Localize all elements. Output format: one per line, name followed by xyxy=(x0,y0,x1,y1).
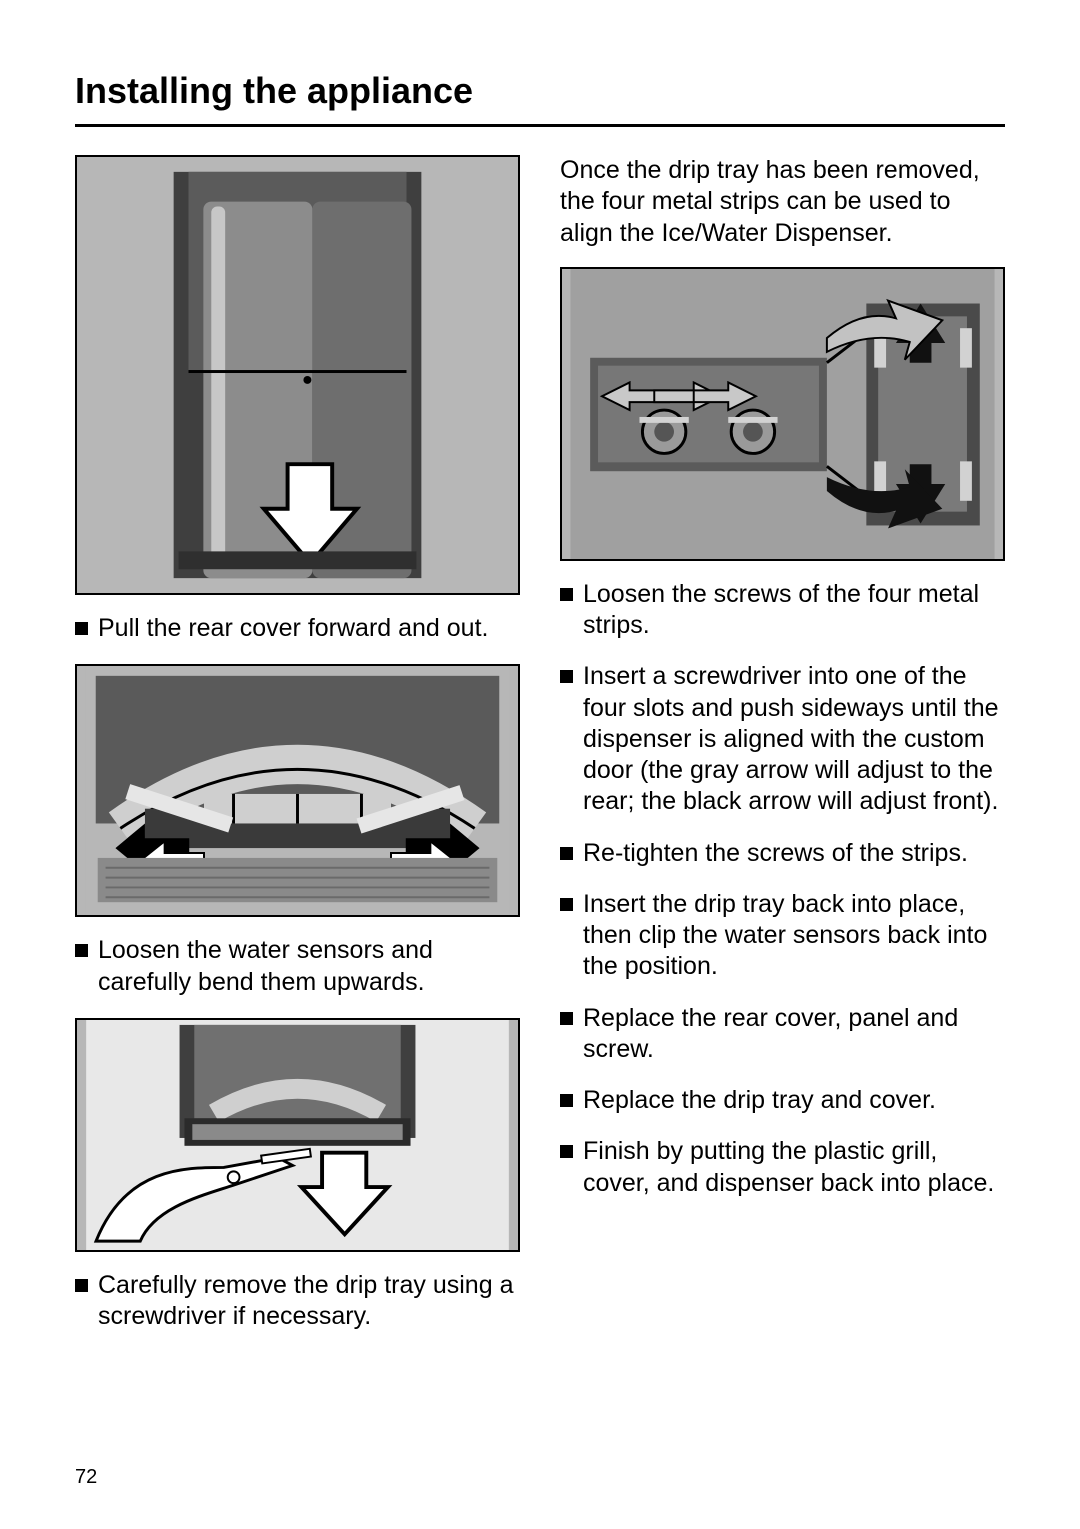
step-text: Insert a screwdriver into one of the fou… xyxy=(583,661,1005,817)
step-replace-tray: Replace the drip tray and cover. xyxy=(560,1085,1005,1116)
left-column: Pull the rear cover forward and out. xyxy=(75,155,520,1352)
bullet-icon xyxy=(560,1094,573,1107)
step-loosen-strips: Loosen the screws of the four metal stri… xyxy=(560,579,1005,642)
bullet-icon xyxy=(75,1279,88,1292)
step-text: Replace the drip tray and cover. xyxy=(583,1085,936,1116)
title-rule xyxy=(75,124,1005,127)
bullet-icon xyxy=(560,847,573,860)
step-text: Re-tighten the screws of the strips. xyxy=(583,838,968,869)
bullet-icon xyxy=(75,944,88,957)
right-column: Once the drip tray has been removed, the… xyxy=(560,155,1005,1352)
bullet-icon xyxy=(560,670,573,683)
step-insert-screwdriver: Insert a screwdriver into one of the fou… xyxy=(560,661,1005,817)
illustration-align-svg xyxy=(562,269,1003,559)
bullet-icon xyxy=(560,1145,573,1158)
step-text: Pull the rear cover forward and out. xyxy=(98,613,488,644)
intro-paragraph: Once the drip tray has been removed, the… xyxy=(560,155,1005,249)
step-retighten: Re-tighten the screws of the strips. xyxy=(560,838,1005,869)
content-columns: Pull the rear cover forward and out. xyxy=(75,155,1005,1352)
step-text: Insert the drip tray back into place, th… xyxy=(583,889,1005,983)
bullet-icon xyxy=(560,898,573,911)
step-text: Loosen the water sensors and carefully b… xyxy=(98,935,520,998)
figure-water-sensors xyxy=(75,664,520,917)
step-loosen-sensors: Loosen the water sensors and carefully b… xyxy=(75,935,520,998)
page-number: 72 xyxy=(75,1466,97,1489)
figure-drip-tray xyxy=(75,1018,520,1252)
step-text: Finish by putting the plastic grill, cov… xyxy=(583,1136,1005,1199)
step-replace-cover: Replace the rear cover, panel and screw. xyxy=(560,1003,1005,1066)
step-text: Carefully remove the drip tray using a s… xyxy=(98,1270,520,1333)
bullet-icon xyxy=(560,588,573,601)
page: Installing the appliance xyxy=(0,0,1080,1529)
bullet-icon xyxy=(75,622,88,635)
figure-align-dispenser xyxy=(560,267,1005,561)
step-remove-drip-tray: Carefully remove the drip tray using a s… xyxy=(75,1270,520,1333)
step-text: Loosen the screws of the four metal stri… xyxy=(583,579,1005,642)
step-finish: Finish by putting the plastic grill, cov… xyxy=(560,1136,1005,1199)
step-insert-tray: Insert the drip tray back into place, th… xyxy=(560,889,1005,983)
page-title: Installing the appliance xyxy=(75,70,1005,112)
figure-rear-cover xyxy=(75,155,520,595)
bullet-icon xyxy=(560,1012,573,1025)
step-pull-rear-cover: Pull the rear cover forward and out. xyxy=(75,613,520,644)
step-text: Replace the rear cover, panel and screw. xyxy=(583,1003,1005,1066)
illustration-rear-cover-svg xyxy=(77,157,518,593)
illustration-drip-tray-svg xyxy=(77,1020,518,1250)
illustration-water-sensors-svg xyxy=(77,666,518,915)
